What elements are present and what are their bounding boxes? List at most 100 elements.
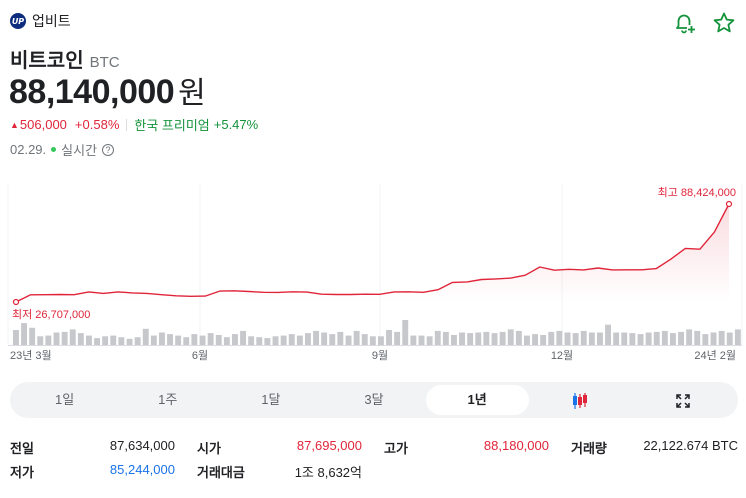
stats-row-2: 저가 85,244,000 거래대금 1조 8,632억 xyxy=(10,462,738,480)
volume-bar xyxy=(499,331,506,345)
volume-bar xyxy=(459,332,465,345)
stat-value: 1조 8,632억 xyxy=(294,465,362,480)
volume-bars xyxy=(13,320,741,346)
stat-label: 전일 xyxy=(10,441,34,456)
x-tick-label: 24년 2월 xyxy=(694,349,736,362)
volume-bar xyxy=(475,332,482,345)
volume-bar xyxy=(110,335,117,345)
bell-plus-icon xyxy=(676,14,696,34)
volume-bar xyxy=(515,330,522,345)
volume-bar xyxy=(710,332,717,345)
volume-bar xyxy=(637,334,644,345)
volume-bar xyxy=(580,330,587,345)
volume-bar xyxy=(507,329,514,345)
volume-bar xyxy=(240,330,246,345)
high-annotation: 최고 88,424,000 xyxy=(658,186,736,199)
volume-bar xyxy=(199,335,206,345)
volume-bar xyxy=(718,330,725,345)
stat-label: 시가 xyxy=(197,441,221,456)
x-tick-label: 23년 3월 xyxy=(10,349,52,362)
volume-bar xyxy=(434,330,441,345)
volume-bar xyxy=(61,331,68,345)
volume-bar xyxy=(345,335,352,345)
stat-label: 고가 xyxy=(384,441,408,456)
volume-bar xyxy=(540,335,547,345)
volume-bar xyxy=(191,334,198,345)
exchange-header: UP 업비트 xyxy=(10,11,71,31)
volume-bar xyxy=(451,335,457,345)
info-icon[interactable]: ? xyxy=(102,143,115,156)
volume-bar xyxy=(53,332,60,345)
volume-bar xyxy=(491,333,498,345)
volume-bar xyxy=(337,331,344,345)
volume-bar xyxy=(159,332,165,345)
header-actions xyxy=(672,11,736,35)
low-annotation: 최저 26,707,000 xyxy=(12,308,90,321)
low-marker xyxy=(12,298,20,306)
volume-bar xyxy=(248,336,255,346)
stat-value: 85,244,000 xyxy=(109,462,175,477)
favorite-button[interactable] xyxy=(712,11,736,35)
price-value: 88,140,000 xyxy=(9,73,175,111)
stat-value: 87,695,000 xyxy=(296,438,362,453)
volume-bar xyxy=(77,333,84,345)
volume-bar xyxy=(175,335,182,345)
coin-symbol: BTC xyxy=(89,54,120,71)
volume-bar xyxy=(678,331,684,345)
volume-bar xyxy=(629,333,636,345)
x-tick-label: 6월 xyxy=(192,349,208,362)
volume-bar xyxy=(402,320,409,345)
volume-bar xyxy=(296,335,303,345)
add-alert-button[interactable] xyxy=(672,11,696,35)
volume-bar xyxy=(483,331,490,345)
volume-bar xyxy=(442,331,449,345)
volume-bar xyxy=(686,329,693,345)
price-area xyxy=(16,204,729,302)
volume-bar xyxy=(548,331,555,345)
tab-3month[interactable]: 3달 xyxy=(364,392,384,407)
volume-bar xyxy=(394,331,401,345)
price-chart[interactable]: 최고 88,424,000 최저 26,707,000 23년 3월 6월 9월 12… xyxy=(0,178,746,368)
volume-bar xyxy=(102,336,109,346)
x-axis-labels: 23년 3월 6월 9월 12월 24년 2월 xyxy=(10,349,736,362)
volume-bar xyxy=(207,333,214,345)
volume-bar xyxy=(288,334,295,345)
star-icon xyxy=(713,12,735,33)
expand-button[interactable] xyxy=(632,385,735,415)
tab-1year[interactable]: 1년 xyxy=(425,385,529,415)
stat-label: 저가 xyxy=(10,465,34,480)
volume-bar xyxy=(661,330,668,345)
volume-bar xyxy=(734,329,741,345)
premium-value: +5.47% xyxy=(213,117,259,132)
volume-bar xyxy=(134,337,141,345)
volume-bar xyxy=(37,336,44,346)
volume-bar xyxy=(588,332,595,345)
x-tick-label: 12월 xyxy=(551,349,573,362)
volume-bar xyxy=(21,323,27,345)
volume-bar xyxy=(264,338,271,345)
volume-bar xyxy=(29,327,36,345)
volume-bar xyxy=(564,332,571,345)
volume-bar xyxy=(613,332,620,345)
live-dot-icon xyxy=(51,147,57,152)
stat-label: 거래량 xyxy=(571,441,607,456)
candlestick-button[interactable] xyxy=(529,385,632,415)
period-tabs: 1일 1주 1달 3달 1년 xyxy=(10,382,738,418)
volume-bar xyxy=(118,337,125,345)
tab-1week[interactable]: 1주 xyxy=(158,392,178,407)
volume-bar xyxy=(418,335,425,345)
volume-bar xyxy=(305,333,311,345)
volume-bar xyxy=(369,336,376,346)
up-triangle-icon: ▲ xyxy=(10,119,19,130)
coin-title: 비트코인 BTC xyxy=(10,44,120,73)
exchange-name[interactable]: 업비트 xyxy=(32,13,71,29)
stat-value: 88,180,000 xyxy=(483,438,549,453)
volume-bar xyxy=(272,336,279,346)
stats-row-1: 전일 87,634,000 시가 87,695,000 고가 88,180,00… xyxy=(10,438,738,456)
tab-1day[interactable]: 1일 xyxy=(54,392,75,407)
price-date: 02.29. xyxy=(10,142,47,157)
expand-icon xyxy=(676,393,691,408)
volume-bar xyxy=(702,334,709,345)
volume-bar xyxy=(313,330,319,345)
tab-1month[interactable]: 1달 xyxy=(261,392,281,407)
